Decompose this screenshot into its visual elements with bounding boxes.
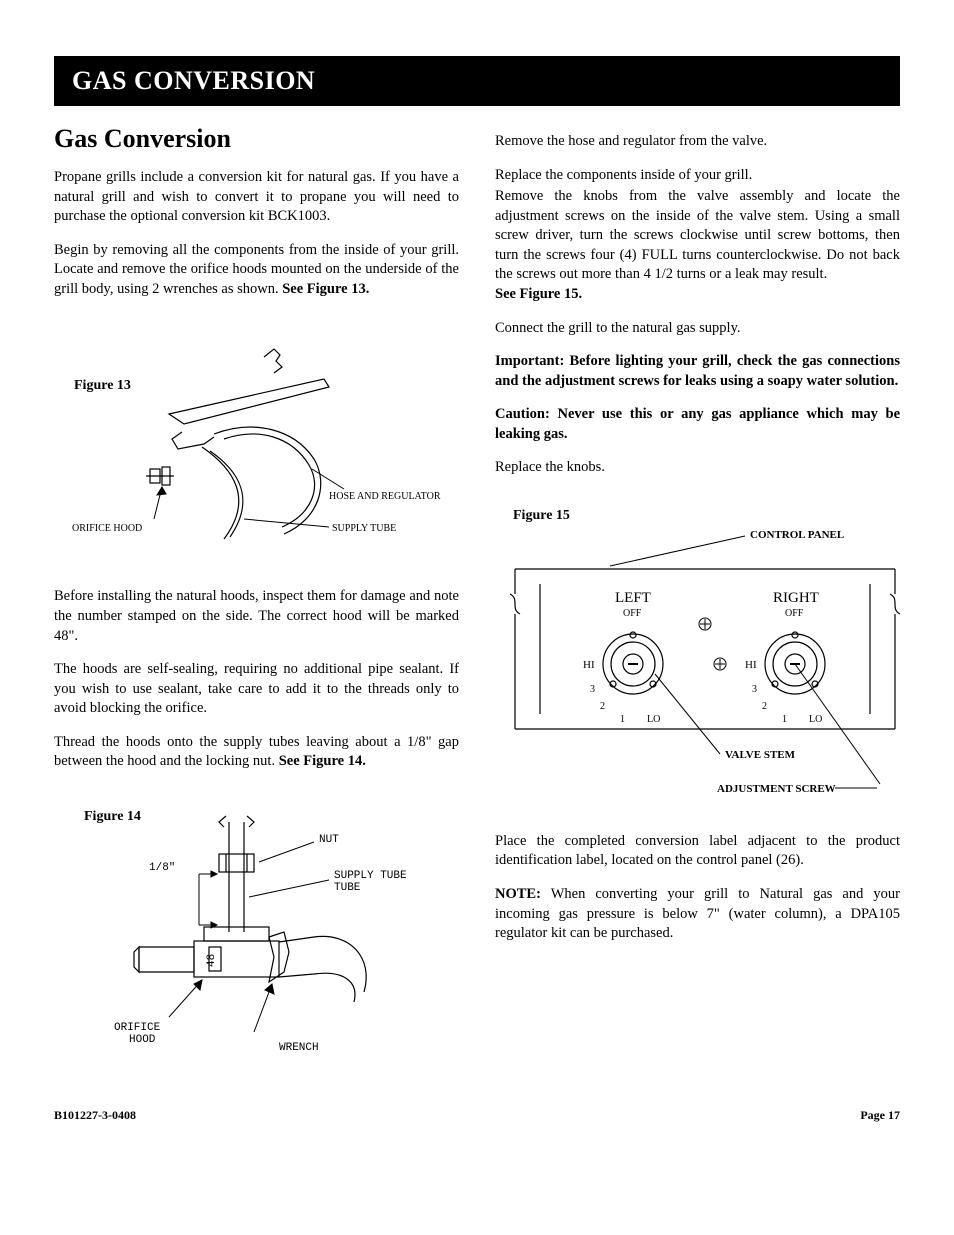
- text: Thread the hoods onto the supply tubes l…: [54, 734, 459, 770]
- text: Remove the knobs from the valve assembly…: [495, 188, 900, 282]
- diagram-label: 1: [782, 714, 787, 725]
- figure-label: Figure 15: [513, 508, 900, 524]
- figure-13-diagram: Figure 13: [54, 339, 454, 569]
- two-column-layout: Gas Conversion Propane grills include a …: [54, 124, 900, 1080]
- text: When converting your grill to Natural ga…: [495, 886, 900, 941]
- diagram-label: TUBE: [334, 882, 361, 894]
- diagram-label: 1/8": [149, 862, 175, 874]
- paragraph: Propane grills include a conversion kit …: [54, 168, 459, 227]
- paragraph: Before installing the natural hoods, ins…: [54, 587, 459, 646]
- diagram-label: LO: [809, 714, 822, 725]
- figure-15-diagram: CONTROL PANEL LEFT OFF RIGHT OFF: [495, 524, 905, 814]
- paragraph: Thread the hoods onto the supply tubes l…: [54, 733, 459, 772]
- figure-reference: See Figure 14.: [279, 753, 366, 769]
- paragraph: Replace the knobs.: [495, 458, 900, 478]
- diagram-label: SUPPLY TUBE: [334, 870, 407, 882]
- diagram-label: HI: [583, 659, 595, 671]
- diagram-label: VALVE STEM: [725, 749, 796, 761]
- note-label: NOTE:: [495, 886, 541, 902]
- section-banner: GAS CONVERSION: [54, 56, 900, 106]
- figure-14-diagram: Figure 14: [54, 802, 454, 1062]
- diagram-label: CONTROL PANEL: [750, 529, 844, 541]
- figure-label: Figure 13: [74, 378, 131, 393]
- diagram-label: NUT: [319, 834, 339, 846]
- paragraph: Connect the grill to the natural gas sup…: [495, 319, 900, 339]
- diagram-label: 3: [752, 684, 757, 695]
- paragraph: Place the completed conversion label adj…: [495, 832, 900, 871]
- diagram-label: OFF: [785, 608, 804, 619]
- diagram-label: 3: [590, 684, 595, 695]
- diagram-label: ORIFICE HOOD: [72, 523, 142, 534]
- paragraph: Remove the knobs from the valve assembly…: [495, 187, 900, 304]
- figure-14: Figure 14: [54, 802, 459, 1062]
- paragraph: NOTE: When converting your grill to Natu…: [495, 885, 900, 944]
- diagram-label: 1: [620, 714, 625, 725]
- diagram-label: WRENCH: [279, 1042, 319, 1054]
- diagram-label: OFF: [623, 608, 642, 619]
- diagram-label: SUPPLY TUBE: [332, 523, 396, 534]
- page-number: Page 17: [860, 1108, 900, 1123]
- important-note: Important: Before lighting your grill, c…: [495, 352, 900, 391]
- paragraph: Remove the hose and regulator from the v…: [495, 132, 900, 152]
- page-footer: B101227-3-0408 Page 17: [54, 1108, 900, 1123]
- figure-13: Figure 13: [54, 339, 459, 569]
- diagram-label: HI: [745, 659, 757, 671]
- diagram-label: 2: [762, 701, 767, 712]
- diagram-label: ADJUSTMENT SCREW: [717, 783, 836, 795]
- paragraph: Begin by removing all the components fro…: [54, 241, 459, 300]
- caution-note: Caution: Never use this or any gas appli…: [495, 405, 900, 444]
- section-title: Gas Conversion: [54, 124, 459, 154]
- diagram-label: HOOD: [129, 1034, 156, 1046]
- figure-label: Figure 14: [84, 809, 141, 824]
- diagram-label: ORIFICE: [114, 1022, 161, 1034]
- paragraph: The hoods are self-sealing, requiring no…: [54, 660, 459, 719]
- diagram-label: 48: [206, 954, 218, 967]
- figure-reference: See Figure 15.: [495, 286, 582, 302]
- paragraph: Replace the components inside of your gr…: [495, 166, 900, 186]
- diagram-label: HOSE AND REGULATOR: [329, 491, 441, 502]
- diagram-label: 2: [600, 701, 605, 712]
- text: Begin by removing all the components fro…: [54, 242, 459, 297]
- figure-reference: See Figure 13.: [282, 281, 369, 297]
- diagram-label: RIGHT: [773, 590, 819, 606]
- diagram-label: LO: [647, 714, 660, 725]
- right-column: Remove the hose and regulator from the v…: [495, 124, 900, 1080]
- diagram-label: LEFT: [615, 590, 651, 606]
- figure-15: Figure 15 CONTROL PANEL LEFT: [495, 508, 900, 814]
- left-column: Gas Conversion Propane grills include a …: [54, 124, 459, 1080]
- doc-number: B101227-3-0408: [54, 1108, 136, 1123]
